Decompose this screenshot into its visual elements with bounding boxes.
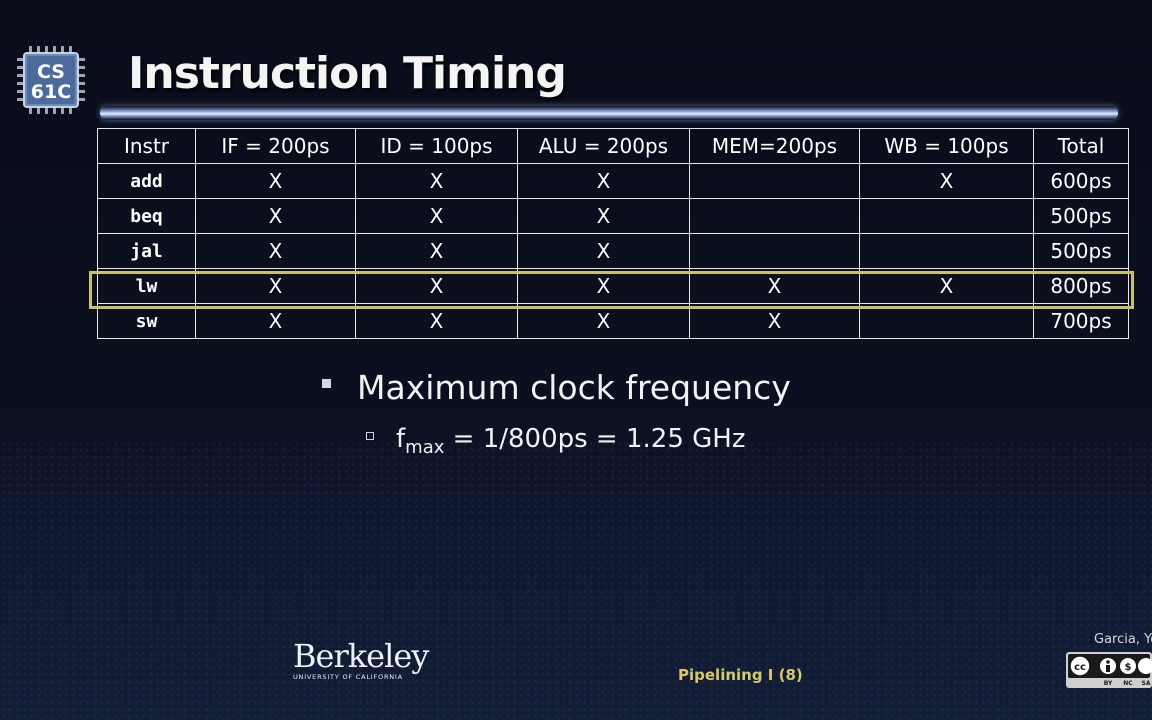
background-texture: [0, 440, 1152, 720]
stage-cell: X: [517, 303, 690, 339]
stage-cell: [689, 163, 860, 199]
creative-commons-license-icon: cc $ BY NC SA: [1066, 652, 1152, 688]
table-row: add X X X X 600ps: [97, 163, 1129, 199]
cc-label-by: BY: [1104, 680, 1113, 687]
total-cell: 600ps: [1033, 163, 1129, 199]
cc-label-nc: NC: [1123, 680, 1133, 687]
cc-label-sa: SA: [1142, 680, 1151, 687]
stage-cell: X: [355, 163, 518, 199]
formula-subscript: max: [405, 437, 445, 459]
total-cell: 500ps: [1033, 198, 1129, 234]
slide-footer-label: Pipelining I (8): [678, 666, 803, 684]
slide-title: Instruction Timing: [128, 48, 567, 99]
instr-cell: beq: [97, 198, 196, 234]
formula-f: f: [396, 424, 406, 454]
table-row-highlighted: lw X X X X X 800ps: [97, 268, 1129, 304]
stage-cell: X: [195, 198, 356, 234]
stage-cell: [859, 198, 1034, 234]
table-header-row: Instr IF = 200ps ID = 100ps ALU = 200ps …: [97, 128, 1129, 164]
header-cell: ALU = 200ps: [517, 128, 690, 164]
stage-cell: X: [689, 268, 860, 304]
total-cell: 500ps: [1033, 233, 1129, 269]
header-cell: MEM=200ps: [689, 128, 860, 164]
stage-cell: X: [355, 198, 518, 234]
header-cell: Instr: [97, 128, 196, 164]
bullet-fmax-formula: fmax = 1/800ps = 1.25 GHz: [366, 424, 745, 458]
stage-cell: [859, 303, 1034, 339]
instruction-timing-table: Instr IF = 200ps ID = 100ps ALU = 200ps …: [97, 128, 1129, 339]
stage-cell: X: [689, 303, 860, 339]
header-cell: Total: [1033, 128, 1129, 164]
table-row: beq X X X 500ps: [97, 198, 1129, 234]
formula-rest: = 1/800ps = 1.25 GHz: [444, 424, 746, 454]
berkeley-subtitle: UNIVERSITY OF CALIFORNIA: [293, 673, 403, 681]
total-cell: 700ps: [1033, 303, 1129, 339]
svg-text:cc: cc: [1074, 662, 1086, 673]
stage-cell: X: [859, 268, 1034, 304]
stage-cell: X: [355, 268, 518, 304]
instr-cell: jal: [97, 233, 196, 269]
square-bullet-icon: [322, 379, 331, 388]
table-row: jal X X X 500ps: [97, 233, 1129, 269]
stage-cell: X: [859, 163, 1034, 199]
header-cell: WB = 100ps: [859, 128, 1034, 164]
bullet-max-clock-frequency: Maximum clock frequency: [322, 368, 791, 407]
stage-cell: [859, 233, 1034, 269]
hollow-square-bullet-icon: [366, 431, 374, 440]
instr-cell: add: [97, 163, 196, 199]
author-names: Garcia, Yo: [1094, 632, 1152, 647]
stage-cell: [689, 233, 860, 269]
stage-cell: X: [517, 198, 690, 234]
svg-text:$: $: [1125, 662, 1132, 673]
instr-cell: sw: [97, 303, 196, 339]
lw-row-highlight-box: [89, 271, 1134, 309]
stage-cell: X: [517, 233, 690, 269]
berkeley-wordmark: Berkeley: [293, 637, 429, 675]
stage-cell: X: [517, 163, 690, 199]
stage-cell: X: [195, 233, 356, 269]
bullet-text: Maximum clock frequency: [357, 368, 791, 407]
logo-text-line2: 61C: [31, 81, 71, 103]
berkeley-logo: Berkeley UNIVERSITY OF CALIFORNIA: [293, 637, 429, 681]
header-cell: ID = 100ps: [355, 128, 518, 164]
stage-cell: [689, 198, 860, 234]
stage-cell: X: [195, 303, 356, 339]
header-cell: IF = 200ps: [195, 128, 356, 164]
stage-cell: X: [355, 233, 518, 269]
cs61c-chip-logo: CS 61C: [17, 46, 85, 114]
logo-text-line1: CS: [37, 61, 65, 83]
title-underline: [100, 106, 1118, 120]
stage-cell: X: [195, 163, 356, 199]
total-cell: 800ps: [1033, 268, 1129, 304]
stage-cell: X: [355, 303, 518, 339]
table-row: sw X X X X 700ps: [97, 303, 1129, 339]
